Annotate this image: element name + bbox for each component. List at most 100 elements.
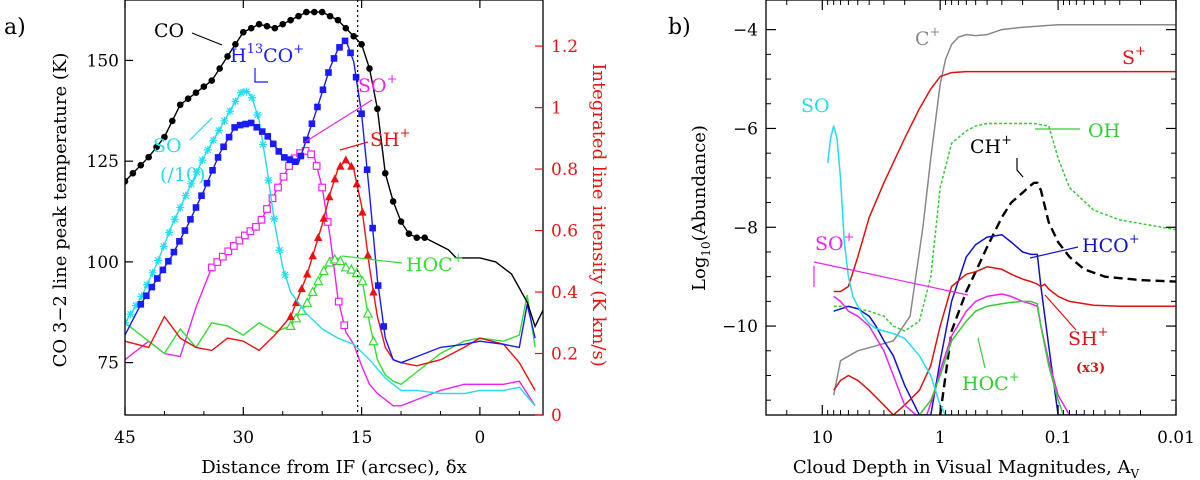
h13co-plus-point — [181, 227, 189, 234]
hoc-plus-point — [301, 297, 313, 307]
so-point — [214, 126, 223, 135]
sh-plus-point — [352, 179, 362, 188]
co-point — [208, 77, 216, 84]
so-point — [198, 156, 207, 165]
h13co-plus-point — [275, 148, 283, 155]
y-tick-label: 100 — [87, 253, 119, 273]
sh-plus-point — [314, 232, 323, 241]
so-plus-point — [318, 183, 327, 192]
co-point — [263, 22, 271, 30]
arrow-hoc-plus — [341, 255, 403, 264]
so-plus-point — [235, 236, 244, 245]
h13co-plus-point — [165, 257, 172, 265]
panel-b-label: b) — [668, 15, 691, 40]
h13co-plus-point — [369, 224, 376, 232]
co-point — [224, 53, 231, 60]
h13co-plus-point — [242, 120, 249, 128]
h13co-plus-point — [303, 136, 310, 144]
co-point — [389, 198, 397, 205]
so-plus-point — [240, 231, 249, 240]
so-point — [137, 292, 146, 301]
co-point — [358, 41, 365, 48]
h13co-plus-point — [214, 154, 222, 161]
panel-b-y-label: Log10(Abundance) — [689, 125, 713, 291]
arrow-co — [191, 32, 223, 46]
h13co-plus-point — [247, 119, 255, 127]
h13co-plus-point — [236, 121, 244, 129]
right-tick-label: 1.2 — [551, 37, 578, 57]
h13co-plus-point — [336, 44, 343, 51]
hoc-plus-point — [335, 255, 346, 266]
co-point — [200, 83, 208, 90]
h13co-plus-point — [192, 204, 200, 211]
abundance-hoc-plus — [918, 300, 1065, 415]
label-sh-plus-panel-a: SH+ — [370, 126, 411, 151]
so-point — [192, 167, 201, 176]
so-point — [181, 191, 190, 200]
so-plus-point — [334, 297, 343, 306]
h13co-plus-point — [297, 152, 305, 160]
label-so-panel-a: SO — [153, 135, 182, 157]
hoc-plus-point — [346, 263, 357, 274]
h13co-plus-point — [264, 133, 272, 140]
hoc-plus-point — [362, 307, 374, 318]
so-plus-point — [312, 162, 321, 170]
co-point — [287, 16, 294, 24]
co-point — [279, 20, 287, 28]
co-point — [161, 133, 168, 141]
so-point — [275, 246, 284, 255]
co-point — [232, 41, 239, 48]
so-point — [209, 136, 218, 145]
label-hoc-plus-panel-b: HOC+ — [962, 370, 1020, 395]
co-point — [153, 143, 160, 151]
label-hco-plus: HCO+ — [1082, 232, 1140, 257]
x-tick-label: 15 — [351, 428, 373, 448]
co-point — [295, 12, 302, 20]
sh-plus-point — [302, 269, 312, 278]
panel-b-y-axis: −4 −6 −8 −10 — [722, 21, 1176, 401]
hoc-plus-point — [329, 253, 340, 264]
so-point — [187, 179, 196, 188]
so-plus-point — [268, 194, 277, 203]
so-point — [259, 140, 268, 149]
h13co-plus-point — [269, 140, 277, 148]
co-point — [421, 234, 428, 242]
sh-plus-point — [336, 161, 345, 170]
series-line — [125, 257, 536, 386]
so-plus-point — [207, 263, 216, 272]
panel-a-right-y-label: Integrated line intensity (K km/s) — [588, 63, 609, 367]
sh-plus-point — [319, 213, 328, 222]
so-point — [242, 87, 251, 96]
panel-a-annotations: CO H13CO+ SO (/10) SO+ SH+ HOC+ — [153, 20, 464, 276]
so-plus-point — [274, 183, 282, 192]
so-point — [143, 280, 152, 289]
series-line — [125, 158, 536, 391]
co-point — [326, 12, 334, 20]
so-point — [247, 93, 256, 102]
y-tick-label: −10 — [722, 317, 758, 337]
panel-a-right-axis: 0 0.2 0.4 0.6 0.8 1 1.2 — [535, 37, 578, 426]
so-point — [203, 145, 212, 154]
series-h13co-plus — [125, 37, 536, 364]
h13co-plus-point — [319, 86, 327, 94]
so-point — [132, 301, 141, 310]
x-tick-label: 1 — [935, 428, 946, 448]
co-point — [310, 8, 318, 16]
co-point — [192, 89, 200, 96]
arrow-sh-plus — [339, 141, 369, 151]
series-hoc-plus — [125, 253, 536, 386]
h13co-plus-point — [347, 49, 354, 57]
label-hoc-plus-panel-a: HOC+ — [406, 251, 464, 276]
co-point — [145, 153, 152, 161]
label-so-plus-panel-a: SO+ — [358, 72, 398, 97]
series-line — [125, 88, 536, 407]
label-ch-plus: CH+ — [970, 133, 1012, 158]
label-s-plus: S+ — [1122, 44, 1146, 69]
label-oh: OH — [1088, 120, 1120, 142]
co-point — [374, 105, 381, 113]
arrow-so-plus — [304, 99, 373, 143]
panel-b: b) 10 1 0.1 0.01 −4 −6 −8 −10 Cloud Depth in V… — [668, 0, 1195, 480]
co-point — [334, 16, 342, 24]
h13co-plus-point — [374, 282, 382, 289]
